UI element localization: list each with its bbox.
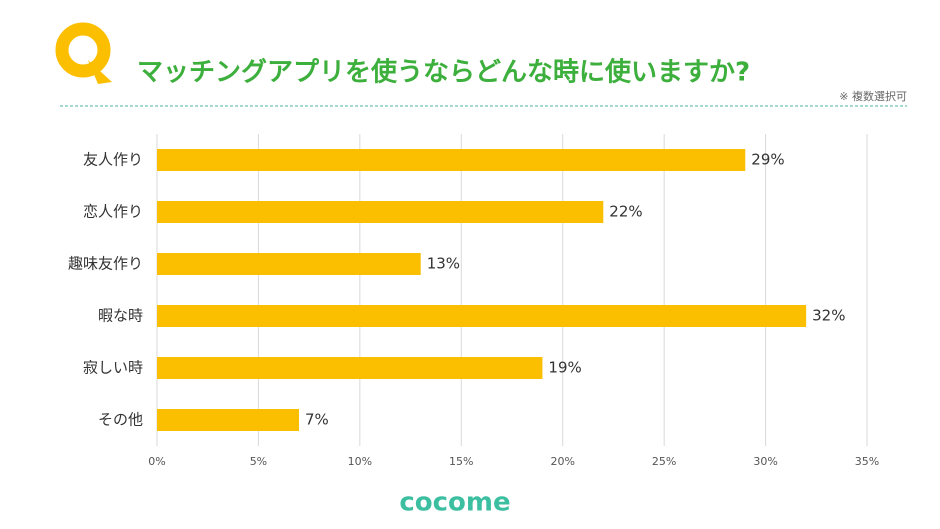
category-label: 寂しい時: [83, 359, 143, 377]
q-icon: [55, 22, 112, 84]
x-tick-label: 0%: [148, 455, 165, 468]
category-label: 友人作り: [83, 151, 143, 169]
chart-title: マッチングアプリを使うならどんな時に使いますか?: [137, 58, 750, 88]
category-label: その他: [98, 411, 143, 429]
bar: [157, 253, 421, 275]
x-tick-label: 30%: [753, 455, 777, 468]
x-tick-label: 5%: [250, 455, 267, 468]
bar: [157, 201, 604, 223]
x-tick-label: 10%: [348, 455, 372, 468]
x-tick-label: 25%: [652, 455, 676, 468]
bar: [157, 305, 807, 327]
x-tick-label: 35%: [855, 455, 879, 468]
bar: [157, 409, 299, 431]
bar: [157, 149, 746, 171]
bar: [157, 357, 543, 379]
value-label: 32%: [812, 307, 845, 325]
x-tick-label: 15%: [449, 455, 473, 468]
value-label: 19%: [548, 359, 581, 377]
value-label: 7%: [305, 411, 329, 429]
value-label: 29%: [751, 151, 784, 169]
logo: cocome: [399, 488, 510, 518]
value-label: 13%: [427, 255, 460, 273]
note: ※ 複数選択可: [839, 89, 907, 103]
x-tick-label: 20%: [550, 455, 574, 468]
value-label: 22%: [609, 203, 642, 221]
category-label: 趣味友作り: [68, 255, 143, 273]
category-label: 暇な時: [98, 307, 143, 325]
category-label: 恋人作り: [83, 203, 143, 221]
